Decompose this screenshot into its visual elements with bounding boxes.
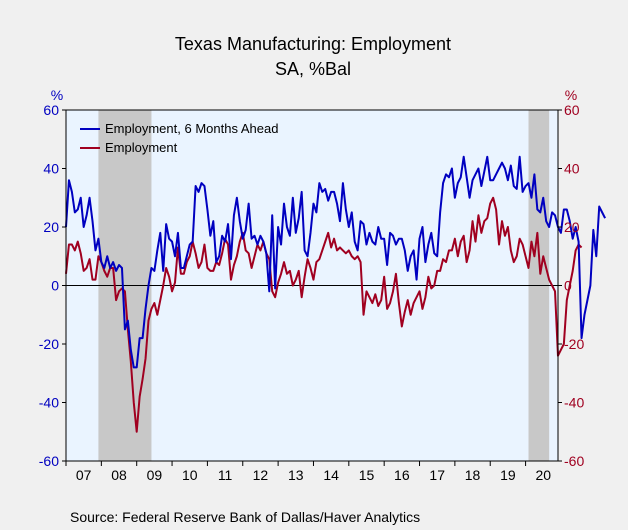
chart-subtitle: SA, %Bal — [275, 59, 351, 79]
x-tick-label: 17 — [429, 467, 445, 483]
y-tick-label-right: 40 — [564, 161, 580, 177]
x-tick-label: 18 — [465, 467, 481, 483]
left-axis-unit: % — [51, 87, 63, 103]
y-tick-label-left: 40 — [43, 161, 59, 177]
series-line-2 — [65, 196, 583, 433]
legend-label-series-2: Employment — [105, 140, 178, 155]
x-tick-label: 19 — [500, 467, 516, 483]
source-note: Source: Federal Reserve Bank of Dallas/H… — [70, 509, 420, 525]
right-axis-unit: % — [565, 87, 577, 103]
x-tick-label: 12 — [253, 467, 269, 483]
x-tick-label: 13 — [288, 467, 304, 483]
series-line-1 — [65, 155, 606, 369]
x-tick-label: 16 — [394, 467, 410, 483]
y-tick-label-right: -40 — [564, 395, 584, 411]
x-tick-label: 09 — [147, 467, 163, 483]
x-tick-label: 08 — [111, 467, 127, 483]
y-tick-label-right: -60 — [564, 453, 584, 469]
y-axis-ticks: -60 -60 -40 -40 -20 -20 0 0 20 20 40 40 60 60 — [39, 102, 585, 469]
y-tick-label-right: 0 — [564, 278, 572, 294]
y-tick-label-left: 60 — [43, 102, 59, 118]
x-tick-label: 14 — [323, 467, 339, 483]
y-tick-label-left: -20 — [39, 336, 59, 352]
y-tick-label-right: 60 — [564, 102, 580, 118]
y-tick-label-left: 20 — [43, 219, 59, 235]
x-tick-label: 10 — [182, 467, 198, 483]
legend: Employment, 6 Months Ahead Employment — [80, 121, 278, 155]
y-tick-label-left: 0 — [51, 278, 59, 294]
x-tick-label: 11 — [218, 467, 233, 483]
y-tick-label-left: -40 — [39, 395, 59, 411]
x-axis-ticks: 07 08 09 10 11 12 13 14 15 16 17 18 19 20 — [65, 461, 551, 483]
y-tick-label-right: -20 — [564, 336, 584, 352]
x-tick-label: 20 — [535, 467, 551, 483]
x-tick-label: 15 — [359, 467, 375, 483]
legend-label-series-1: Employment, 6 Months Ahead — [105, 121, 278, 136]
x-tick-label: 07 — [76, 467, 92, 483]
series-lines — [65, 155, 606, 433]
y-tick-label-left: -60 — [39, 453, 59, 469]
chart-title: Texas Manufacturing: Employment — [175, 34, 451, 54]
y-tick-label-right: 20 — [564, 219, 580, 235]
